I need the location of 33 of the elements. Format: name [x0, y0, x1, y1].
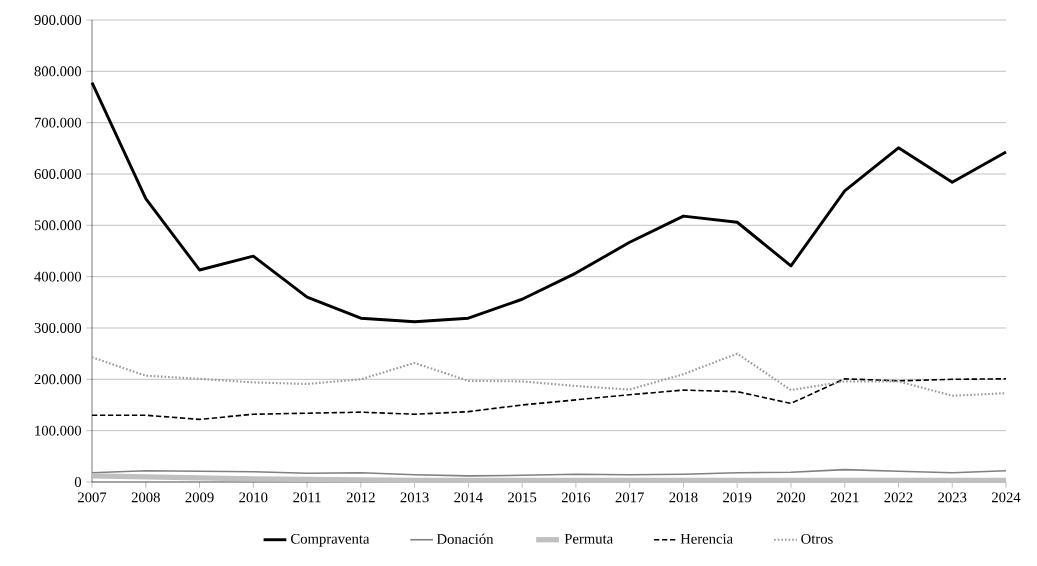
x-tick-label: 2016: [561, 492, 591, 503]
y-tick-label: 300.000: [34, 323, 82, 333]
legend-label: Donación: [436, 533, 494, 544]
x-tick-label: 2014: [454, 492, 483, 503]
x-tick-label: 2011: [293, 492, 321, 503]
y-tick-label: 500.000: [34, 220, 82, 231]
y-tick-label: 800.000: [34, 66, 82, 77]
x-tick-label: 2020: [776, 492, 806, 503]
x-tick-label: 2013: [400, 492, 429, 503]
x-tick-label: 2010: [239, 492, 268, 503]
y-tick-label: 200.000: [34, 374, 82, 385]
x-tick-label: 2024: [991, 492, 1021, 503]
x-tick-label: 2017: [615, 492, 644, 503]
y-tick-label: 600.000: [34, 169, 82, 179]
legend-label: Permuta: [564, 533, 613, 544]
x-tick-label: 2023: [938, 492, 967, 503]
x-tick-label: 2012: [346, 492, 375, 503]
y-tick-label: 400.000: [34, 271, 82, 282]
legend-label: Herencia: [680, 533, 733, 544]
x-tick-label: 2022: [884, 492, 913, 503]
x-tick-label: 2021: [830, 492, 859, 503]
y-tick-label: 900.000: [34, 15, 82, 25]
legend-label: Otros: [801, 533, 833, 544]
x-tick-label: 2019: [723, 492, 752, 503]
x-tick-label: 2015: [508, 492, 537, 503]
x-tick-label: 2008: [131, 492, 160, 503]
y-tick-label: 700.000: [34, 117, 82, 128]
y-tick-label: 0: [74, 477, 82, 487]
x-tick-label: 2007: [77, 492, 107, 503]
y-tick-label: 100.000: [35, 425, 82, 436]
x-tick-label: 2009: [185, 492, 214, 503]
legend-label: Compraventa: [291, 533, 370, 547]
x-tick-label: 2018: [669, 492, 698, 503]
